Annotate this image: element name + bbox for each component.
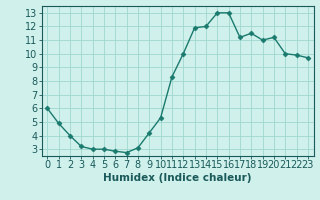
X-axis label: Humidex (Indice chaleur): Humidex (Indice chaleur) bbox=[103, 173, 252, 183]
